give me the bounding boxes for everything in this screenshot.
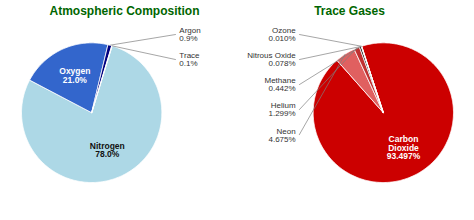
svg-text:Ozone0.010%: Ozone0.010%: [268, 26, 296, 43]
html-text:Atmospheric Composition: Atmospheric Composition: [49, 4, 200, 18]
svg-text:Argon0.9%: Argon0.9%: [179, 26, 200, 43]
svg-text:Methane0.442%: Methane0.442%: [264, 77, 296, 94]
html-text:Trace Gases: Trace Gases: [314, 4, 385, 18]
svg-text:CarbonDioxide93.497%: CarbonDioxide93.497%: [387, 134, 421, 161]
svg-text:Nitrous Oxide0.078%: Nitrous Oxide0.078%: [247, 52, 296, 69]
svg-text:Oxygen21.0%: Oxygen21.0%: [59, 67, 90, 86]
svg-text:Helium1.299%: Helium1.299%: [268, 102, 295, 119]
svg-text:Nitrogen78.0%: Nitrogen78.0%: [90, 141, 125, 160]
svg-text:Trace0.1%: Trace0.1%: [179, 52, 200, 69]
svg-text:Neon4.675%: Neon4.675%: [268, 127, 295, 144]
